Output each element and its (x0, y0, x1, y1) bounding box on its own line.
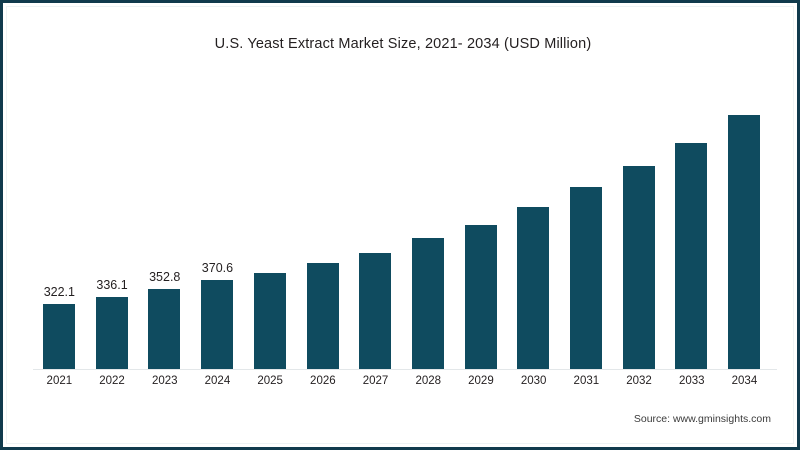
x-tick-2027: 2027 (362, 375, 389, 387)
bar-2021[interactable] (43, 304, 75, 369)
bar-2025[interactable] (253, 273, 286, 369)
source-note: Source: www.gminsights.com (633, 413, 771, 425)
bar-2027[interactable] (359, 253, 392, 369)
bar-value-label-2023: 352.8 (149, 270, 181, 284)
bar-2032[interactable] (622, 166, 655, 369)
bar-slot (718, 73, 771, 369)
bar-2031[interactable] (570, 187, 602, 369)
bar-slot (507, 73, 560, 369)
bar-slot (297, 73, 350, 369)
x-tick-2026: 2026 (310, 375, 336, 387)
bar-value-label-2021: 322.1 (43, 285, 75, 299)
bar-2022[interactable] (95, 297, 128, 369)
x-tick-2022: 2022 (99, 375, 125, 387)
bar-slot: 336.1 (86, 73, 139, 369)
x-tick-2021: 2021 (46, 375, 73, 387)
bar-slot (244, 73, 297, 369)
chart-title: U.S. Yeast Extract Market Size, 2021- 20… (214, 36, 592, 52)
x-tick-2025: 2025 (257, 375, 283, 387)
bar-2024[interactable] (201, 280, 234, 369)
x-tick-2023: 2023 (151, 375, 178, 387)
x-axis-line (33, 369, 777, 370)
x-tick-2032: 2032 (626, 375, 652, 387)
bar-slot (455, 73, 508, 369)
bar-value-label-2024: 370.6 (201, 261, 234, 275)
x-tick-2024: 2024 (204, 375, 231, 387)
bar-slot: 322.1 (33, 73, 86, 369)
x-tick-2034: 2034 (731, 375, 758, 387)
x-tick-2033: 2033 (678, 375, 705, 387)
chart-inner-frame (6, 6, 794, 444)
bar-2026[interactable] (306, 263, 339, 369)
bar-2023[interactable] (148, 289, 181, 369)
bar-slot: 352.8 (138, 73, 191, 369)
x-tick-2030: 2030 (520, 375, 547, 387)
bar-slot (665, 73, 718, 369)
x-tick-2028: 2028 (415, 375, 442, 387)
x-axis-tick-labels: 2021 2022 2023 2024 2025 2026 2027 2028 2029 2030… (33, 375, 773, 395)
plot-area: 322.1 336.1 352.8 370.6 (33, 73, 773, 369)
bar-slot (613, 73, 666, 369)
bar-slot (560, 73, 613, 369)
bar-value-label-2022: 336.1 (96, 278, 128, 292)
bar-2033[interactable] (675, 143, 708, 369)
bar-2034[interactable] (728, 115, 761, 369)
bar-2029[interactable] (464, 225, 497, 369)
x-tick-2031: 2031 (573, 375, 600, 387)
x-tick-2029: 2029 (468, 375, 494, 387)
bar-slot (402, 73, 455, 369)
bar-slot (349, 73, 402, 369)
bar-2028[interactable] (411, 238, 444, 369)
bar-2030[interactable] (517, 207, 550, 369)
bar-slot: 370.6 (191, 73, 244, 369)
